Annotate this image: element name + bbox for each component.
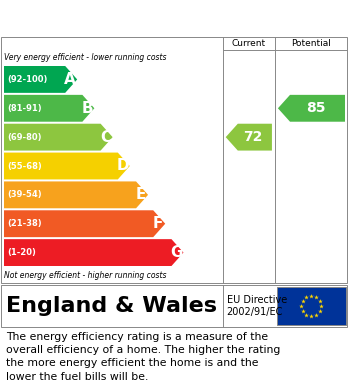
Polygon shape (278, 95, 345, 122)
Text: (39-54): (39-54) (7, 190, 42, 199)
Text: (1-20): (1-20) (7, 248, 36, 257)
Polygon shape (4, 95, 94, 122)
Text: F: F (153, 216, 164, 231)
Text: (69-80): (69-80) (7, 133, 41, 142)
Text: 85: 85 (306, 101, 325, 115)
Text: E: E (136, 187, 146, 203)
Text: (92-100): (92-100) (7, 75, 47, 84)
Text: C: C (100, 130, 111, 145)
Polygon shape (4, 181, 148, 208)
Polygon shape (226, 124, 272, 151)
Text: England & Wales: England & Wales (6, 296, 217, 316)
Text: B: B (81, 101, 93, 116)
Polygon shape (4, 239, 183, 266)
Text: (21-38): (21-38) (7, 219, 42, 228)
Polygon shape (4, 152, 130, 179)
Text: Potential: Potential (292, 38, 331, 47)
Text: (55-68): (55-68) (7, 161, 42, 170)
Text: 72: 72 (243, 130, 262, 144)
Text: The energy efficiency rating is a measure of the
overall efficiency of a home. T: The energy efficiency rating is a measur… (6, 332, 280, 382)
Text: Very energy efficient - lower running costs: Very energy efficient - lower running co… (4, 54, 166, 63)
Text: G: G (170, 245, 183, 260)
Text: A: A (64, 72, 76, 87)
Polygon shape (4, 210, 165, 237)
Text: EU Directive
2002/91/EC: EU Directive 2002/91/EC (227, 295, 287, 317)
Text: D: D (117, 158, 129, 174)
Text: Current: Current (232, 38, 266, 47)
Text: (81-91): (81-91) (7, 104, 42, 113)
Bar (277, 287, 346, 325)
Text: Not energy efficient - higher running costs: Not energy efficient - higher running co… (4, 271, 166, 280)
Polygon shape (4, 124, 113, 151)
Polygon shape (4, 66, 77, 93)
Text: Energy Efficiency Rating: Energy Efficiency Rating (8, 9, 255, 27)
